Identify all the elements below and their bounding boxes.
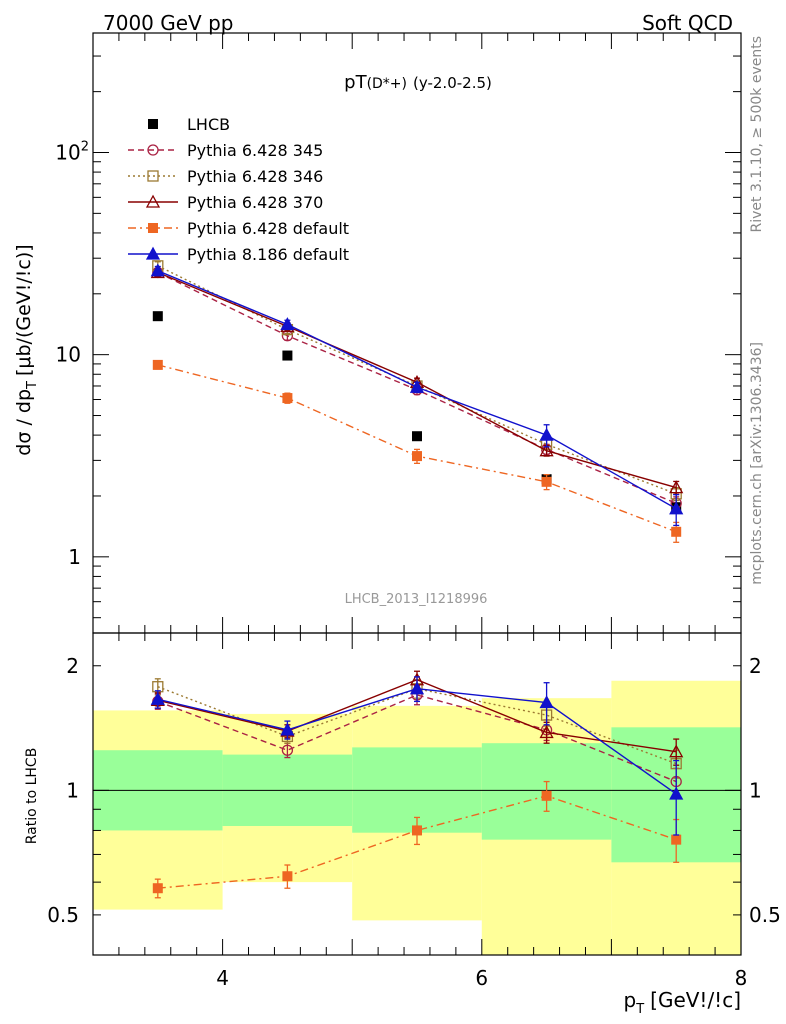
chart-title: pT(D*+) (y-2.0-2.5) xyxy=(344,72,492,93)
ratio-plot-frame xyxy=(92,632,742,956)
x-axis-label: pT [GeV!/!c] xyxy=(623,988,741,1017)
marker-filled-square xyxy=(671,526,682,537)
marker-filled-triangle xyxy=(669,501,684,515)
marker-filled-square xyxy=(541,476,552,487)
ratio-y-tick-label-right: 2 xyxy=(749,654,762,678)
main-plot-panel: 1 10 102 xyxy=(55,32,742,634)
series-pythia-6-428-default xyxy=(152,359,682,543)
marker-filled-square xyxy=(148,119,158,129)
marker-open-triangle xyxy=(145,194,161,208)
ratio-y-tick-label-right: 0.5 xyxy=(749,903,781,927)
ratio-y-tick-label-right: 1 xyxy=(749,778,762,802)
series-pythia-8-186-default xyxy=(150,676,684,836)
x-label-sub: T xyxy=(635,1002,644,1017)
marker-filled-triangle xyxy=(280,722,295,736)
legend-label: Pythia 6.428 default xyxy=(187,219,349,238)
title-paren: (D*+) xyxy=(367,76,407,92)
header-right: Soft QCD xyxy=(642,11,733,35)
marker-open-triangle xyxy=(669,480,684,494)
marker-filled-square xyxy=(282,350,293,361)
y-tick-label: 1 xyxy=(68,545,81,569)
marker-filled-triangle xyxy=(150,263,165,277)
title-main: pT xyxy=(344,72,367,93)
legend: LHCB Pythia 6.428 345 Pythia 6.428 346 Pyth… xyxy=(128,115,349,264)
top-y-label-sub: T xyxy=(25,381,40,390)
marker-filled-triangle xyxy=(409,379,425,393)
header-left: 7000 GeV pp xyxy=(103,11,234,35)
ratio-y-tick-label: 2 xyxy=(66,654,79,678)
marker-filled-square xyxy=(152,883,163,894)
marker-filled-triangle xyxy=(145,246,161,260)
marker-filled-square xyxy=(282,393,293,404)
legend-label: Pythia 6.428 346 xyxy=(187,167,323,186)
top-y-label-main: dσ / dp xyxy=(13,389,35,456)
series-pythia-8-186-default xyxy=(150,263,684,527)
legend-item: Pythia 8.186 default xyxy=(128,245,349,264)
marker-filled-triangle xyxy=(409,681,425,695)
marker-filled-square xyxy=(152,359,163,370)
marker-open-circle xyxy=(281,744,294,756)
title-suffix: (y-2.0-2.5) xyxy=(413,74,492,92)
legend-label: Pythia 6.428 345 xyxy=(187,141,323,160)
marker-open-triangle xyxy=(669,744,684,758)
series-line xyxy=(157,694,677,783)
marker-filled-triangle xyxy=(280,317,295,331)
marker-filled-triangle xyxy=(669,786,684,800)
ratio-y-label: Ratio to LHCB xyxy=(24,748,40,845)
x-label-main: p xyxy=(623,988,636,1012)
marker-filled-square xyxy=(671,834,682,845)
x-label-rest: [GeV!/!c] xyxy=(650,988,741,1012)
legend-item: Pythia 6.428 370 xyxy=(128,193,323,212)
marker-open-circle xyxy=(147,144,159,156)
ratio-plot-panel: 4 6 8 0.5 0.5 1 1 2 2 xyxy=(47,632,781,990)
legend-label: Pythia 6.428 370 xyxy=(187,193,323,212)
marker-filled-triangle xyxy=(150,691,165,705)
marker-open-square xyxy=(147,170,159,182)
marker-filled-square xyxy=(412,825,422,836)
x-tick-label: 4 xyxy=(216,966,229,990)
legend-item: Pythia 6.428 345 xyxy=(128,141,323,160)
marker-filled-triangle xyxy=(539,695,554,709)
legend-item: Pythia 6.428 346 xyxy=(128,167,323,186)
marker-filled-square xyxy=(282,871,293,882)
top-y-label-rest: [μb/(GeV!/!c)] xyxy=(13,244,35,376)
marker-open-triangle xyxy=(539,443,554,457)
legend-label: Pythia 8.186 default xyxy=(187,245,349,264)
analysis-id: LHCB_2013_I1218996 xyxy=(345,592,488,607)
legend-item: Pythia 6.428 default xyxy=(128,219,349,238)
series-lhcb xyxy=(152,311,682,513)
series-pythia-6-428-default xyxy=(152,780,682,899)
ratio-y-tick-label: 0.5 xyxy=(47,903,79,927)
marker-filled-square xyxy=(541,790,552,801)
rivet-label: Rivet 3.1.10, ≥ 500k events xyxy=(749,36,765,233)
marker-filled-square xyxy=(148,223,158,233)
y-tick-label: 102 xyxy=(55,139,89,164)
y-tick-label: 10 xyxy=(56,343,81,367)
mcplots-label: mcplots.cern.ch [arXiv:1306.3436] xyxy=(749,342,765,585)
legend-item: LHCB xyxy=(148,115,230,134)
marker-filled-square xyxy=(412,451,422,462)
ratio-y-tick-label: 1 xyxy=(66,778,79,802)
legend-label: LHCB xyxy=(187,115,230,134)
marker-filled-square xyxy=(412,431,422,442)
x-tick-label: 6 xyxy=(475,966,488,990)
marker-filled-square xyxy=(152,311,163,322)
top-y-label: dσ / dpT [μb/(GeV!/!c)] xyxy=(13,244,40,455)
marker-open-triangle xyxy=(539,725,554,739)
marker-filled-triangle xyxy=(539,427,554,441)
x-tick-label: 8 xyxy=(735,966,748,990)
